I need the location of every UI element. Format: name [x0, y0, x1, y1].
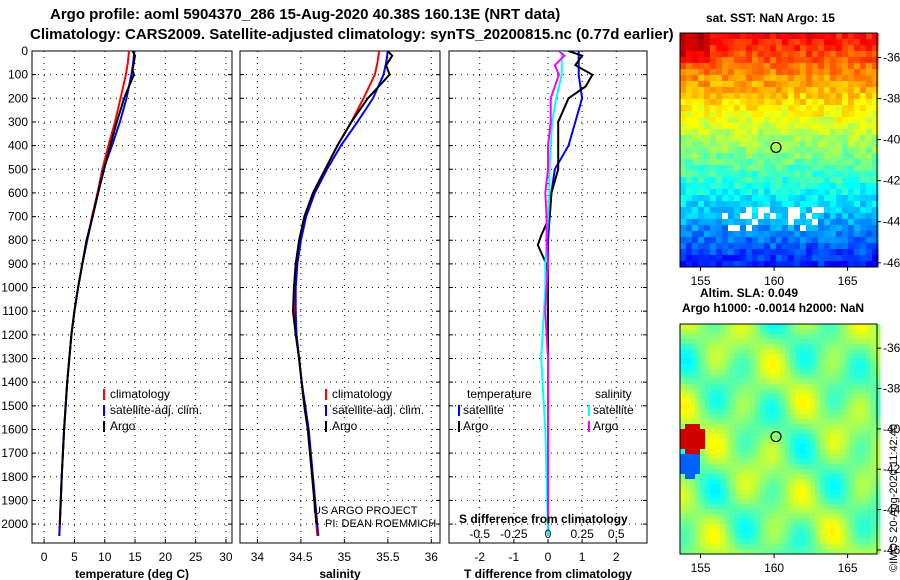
legend-label: satellite — [463, 403, 504, 417]
x-tick-label: 36 — [425, 550, 439, 564]
depth-tick-label: 400 — [8, 139, 28, 153]
panel-frame — [239, 50, 441, 544]
x-tick-label: 2 — [613, 550, 620, 564]
x-axis-label: temperature (deg C) — [75, 567, 189, 580]
sla-map-title1: Altim. SLA: 0.049 — [700, 286, 799, 300]
legend-label: Argo — [332, 419, 358, 433]
depth-tick-label: 500 — [8, 162, 28, 176]
depth-tick-label: 1400 — [1, 375, 28, 389]
series-line-argo — [291, 51, 394, 525]
legend-label: climatology — [332, 387, 392, 401]
x-tick-label: 1 — [579, 550, 586, 564]
series-group — [536, 51, 594, 536]
panel-1: 34 34.5 35 35.5 36 salinity climatology satelli… — [239, 50, 441, 580]
depth-tick-label: 800 — [8, 233, 28, 247]
panel-2: -2 -1 0 1 2 T difference from climatology temp… — [448, 50, 648, 580]
x-tick-label: -1 — [509, 550, 520, 564]
legend-label: satellite-adj. clim. — [332, 403, 424, 417]
x-tick-label: 35.5 — [376, 550, 400, 564]
depth-tick-label: 300 — [8, 115, 28, 129]
panel-0: 0100200300400500600700800900100011001200… — [1, 44, 233, 580]
legend-label: Argo — [463, 419, 489, 433]
depth-tick-label: 100 — [8, 68, 28, 82]
credit-line1: US ARGO PROJECT — [313, 505, 418, 517]
x-axis-label: T difference from climatology — [464, 567, 632, 580]
salinity-tick-label: -0.5 — [469, 527, 490, 541]
salinity-axis-label: S difference from climatology — [459, 512, 628, 526]
legend-label: Argo — [110, 419, 136, 433]
legend-title: salinity — [595, 387, 632, 401]
series-line-argo — [58, 51, 137, 525]
legend-label: Argo — [593, 419, 619, 433]
header-line2: Climatology: CARS2009. Satellite-adjuste… — [30, 26, 674, 43]
depth-tick-label: 1300 — [1, 352, 28, 366]
x-tick-label: -2 — [474, 550, 485, 564]
x-tick-label: 30 — [219, 550, 233, 564]
depth-tick-label: 1900 — [1, 493, 28, 507]
salinity-tick-label: -0.25 — [500, 527, 528, 541]
depth-tick-label: 900 — [8, 257, 28, 271]
depth-tick-label: 1600 — [1, 422, 28, 436]
depth-tick-label: 1500 — [1, 399, 28, 413]
salinity-tick-label: 0.25 — [570, 527, 594, 541]
series-group — [58, 51, 137, 536]
depth-tick-label: 1700 — [1, 446, 28, 460]
series-line-salinity-satellite — [540, 51, 563, 536]
sst-map-title: sat. SST: NaN Argo: 15 — [706, 11, 835, 25]
salinity-tick-label: 0 — [545, 527, 552, 541]
timestamp: ©IMOS 20-Aug-2020 11:42:40 — [888, 424, 900, 572]
series-line-salinity-argo — [544, 51, 566, 525]
x-tick-label: 20 — [159, 550, 173, 564]
header-line1: Argo profile: aoml 5904370_286 15-Aug-20… — [50, 6, 561, 23]
x-tick-label: 34 — [251, 550, 265, 564]
credit-line2: PI: DEAN ROEMMICH — [325, 518, 437, 530]
depth-tick-label: 1200 — [1, 328, 28, 342]
x-tick-label: 10 — [98, 550, 112, 564]
depth-tick-label: 1100 — [2, 304, 28, 318]
depth-tick-label: 1800 — [1, 470, 28, 484]
legend-title: temperature — [467, 387, 532, 401]
salinity-tick-label: 0.5 — [608, 527, 625, 541]
x-tick-label: 0 — [545, 550, 552, 564]
depth-tick-label: 600 — [8, 186, 28, 200]
depth-tick-label: 1000 — [1, 281, 28, 295]
x-tick-label: 15 — [128, 550, 142, 564]
sla-map-title2: Argo h1000: -0.0014 h2000: NaN — [682, 301, 865, 315]
x-tick-label: 5 — [71, 550, 78, 564]
depth-tick-label: 2000 — [1, 517, 28, 531]
depth-tick-label: 0 — [21, 44, 28, 58]
x-tick-label: 25 — [189, 550, 203, 564]
series-group — [291, 51, 394, 536]
legend-label: satellite — [593, 403, 634, 417]
legend-label: satellite-adj. clim. — [110, 403, 202, 417]
x-axis-label: salinity — [319, 567, 361, 580]
x-tick-label: 35 — [338, 550, 352, 564]
panel-frame — [31, 50, 233, 544]
depth-tick-label: 700 — [8, 210, 28, 224]
x-tick-label: 34.5 — [289, 550, 313, 564]
depth-tick-label: 200 — [8, 91, 28, 105]
x-tick-label: 0 — [41, 550, 48, 564]
legend-label: climatology — [110, 387, 170, 401]
